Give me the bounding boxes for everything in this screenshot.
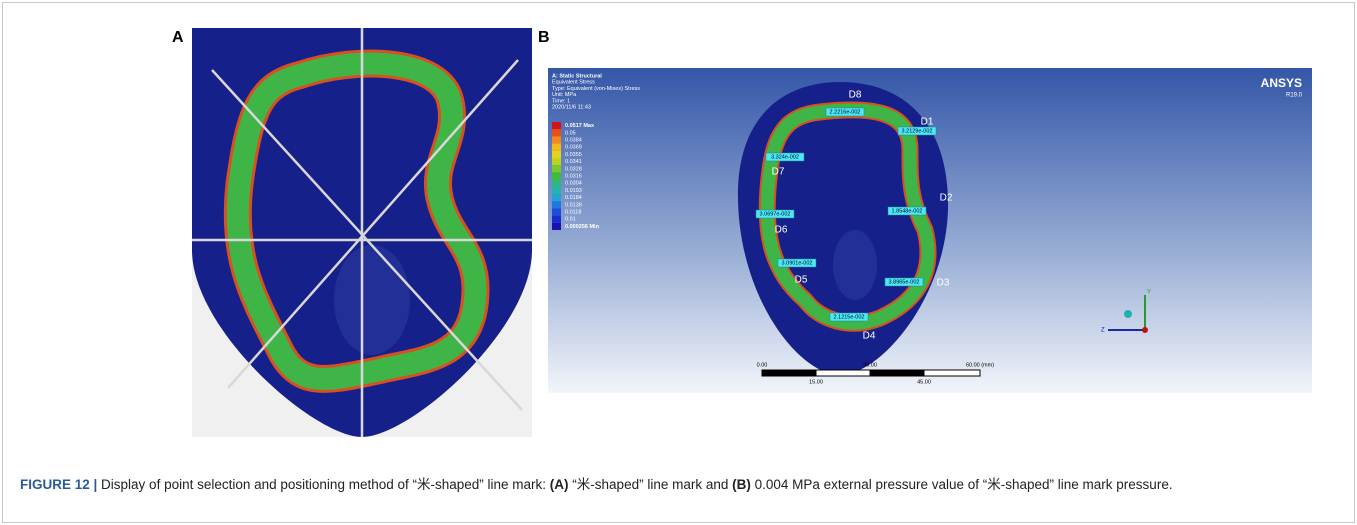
scale-label: 0.00: [757, 362, 768, 368]
scale-label: 45.00: [917, 379, 931, 385]
point-marker: D5: [795, 275, 808, 286]
legend-label: 0.0316: [565, 173, 582, 179]
legend-swatch: [552, 122, 561, 129]
legend-swatch: [552, 136, 561, 143]
point-marker: D3: [937, 278, 950, 289]
probe-value: 2.1215e-002: [834, 314, 865, 320]
legend-swatch: [552, 151, 561, 158]
legend-label: 0.0193: [565, 188, 582, 194]
legend-label: 0.0328: [565, 166, 582, 172]
result-info: A: Static Structural: [552, 73, 602, 79]
legend-swatch: [552, 194, 561, 201]
legend-label: 0.05: [565, 130, 576, 136]
ear-canal: [833, 230, 877, 300]
ear-canal: [334, 245, 410, 355]
scale-label: 30.00: [863, 362, 877, 368]
brand: ANSYS: [1261, 76, 1302, 90]
result-info: Time: 1: [552, 98, 570, 104]
result-info: Equivalent Stress: [552, 80, 595, 86]
legend-swatch: [552, 216, 561, 223]
legend-swatch: [552, 223, 561, 230]
legend-label: 0.0355: [565, 152, 582, 158]
legend-label: 0.01: [565, 217, 576, 223]
legend-swatch: [552, 158, 561, 165]
legend-label: 0.000256 Min: [565, 224, 600, 230]
panel-label: B: [538, 29, 550, 46]
legend-swatch: [552, 144, 561, 151]
legend-swatch: [552, 129, 561, 136]
result-info: Type: Equivalent (von-Mises) Stress: [552, 86, 640, 92]
probe-value: 3.0901e-002: [782, 260, 813, 266]
scale-bar: [762, 370, 980, 376]
scale-label: 60.00 (mm): [966, 362, 994, 368]
legend-label: 0.0304: [565, 181, 582, 187]
probe-value: 3.0697e-002: [760, 211, 791, 217]
result-info: 2020/11/6 11:43: [552, 104, 591, 110]
probe-value: 3.2129e-002: [902, 128, 933, 134]
legend-label: 0.0139: [565, 202, 582, 208]
caption-segment: 0.004 MPa external pressure value of “米-…: [751, 477, 1173, 492]
legend-swatch: [552, 172, 561, 179]
probe-value: 3.8965e-002: [889, 279, 920, 285]
svg-text:Y: Y: [1147, 290, 1151, 296]
caption-segment: (A): [550, 477, 569, 492]
point-marker: D6: [775, 225, 788, 236]
caption-segment: Display of point selection and positioni…: [97, 477, 550, 492]
legend-swatch: [552, 165, 561, 172]
legend-swatch: [552, 201, 561, 208]
version: R19.0: [1286, 93, 1303, 99]
scale-label: 15.00: [809, 379, 823, 385]
legend-label: 0.0341: [565, 159, 582, 165]
legend-label: 0.0384: [565, 137, 582, 143]
legend-swatch: [552, 187, 561, 194]
point-marker: D2: [940, 193, 953, 204]
panel-label: A: [172, 29, 184, 46]
legend-swatch: [552, 208, 561, 215]
point-marker: D1: [921, 117, 934, 128]
result-info: Unit: MPa: [552, 92, 577, 98]
page: A B Y Z A: Static StructuralEquivalent St…: [0, 0, 1357, 525]
point-marker: D4: [863, 331, 876, 342]
caption-segment: FIGURE 12 |: [20, 477, 97, 492]
legend-label: 0.0118: [565, 209, 581, 215]
point-marker: D8: [849, 90, 862, 101]
legend-label: 0.0184: [565, 195, 582, 201]
probe-value: 3.324e-002: [771, 154, 799, 160]
legend-label: 0.0369: [565, 145, 582, 151]
svg-text:Z: Z: [1101, 328, 1105, 334]
caption-segment: “米-shaped” line mark and: [569, 477, 733, 492]
point-marker: D7: [772, 167, 785, 178]
probe-value: 2.2216e-002: [830, 109, 861, 115]
caption-segment: (B): [732, 477, 751, 492]
probe-value: 1.8548e-002: [892, 208, 923, 214]
legend-swatch: [552, 180, 561, 187]
caption: FIGURE 12 | Display of point selection a…: [20, 474, 1330, 496]
legend-label: 0.0517 Max: [565, 123, 595, 129]
